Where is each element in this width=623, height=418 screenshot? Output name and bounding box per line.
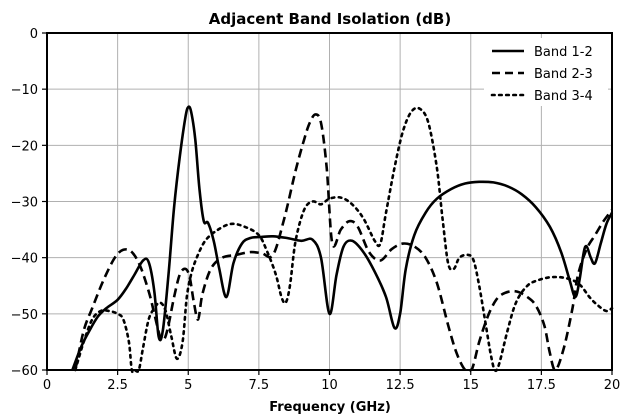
y-tick-label: −10 — [11, 83, 38, 98]
y-tick-label: 0 — [30, 27, 38, 42]
series-layer — [71, 105, 614, 374]
x-tick-label: 20 — [604, 378, 621, 393]
x-tick-label: 0 — [43, 378, 51, 393]
series-line-band-1-2 — [71, 105, 614, 371]
legend-label-band-2-3: Band 2-3 — [534, 67, 593, 82]
y-tick-label: −30 — [11, 196, 38, 211]
y-tick-label: −60 — [11, 364, 38, 379]
x-tick-label: 5 — [184, 378, 192, 393]
x-tick-label: 7.5 — [249, 378, 270, 393]
series-line-band-3-4 — [74, 106, 614, 374]
legend-label-band-1-2: Band 1-2 — [534, 45, 593, 60]
legend: Band 1-2 Band 2-3 Band 3-4 — [484, 38, 608, 106]
axes: 0 2.5 5 7.5 10 12.5 15 17.5 20 0 −10 −20 −30 −40 −50 −6… — [11, 27, 621, 393]
y-tick-label: −20 — [11, 139, 38, 154]
legend-box — [484, 38, 608, 106]
x-tick-label: 2.5 — [107, 378, 128, 393]
x-tick-label: 17.5 — [527, 378, 556, 393]
chart-title: Adjacent Band Isolation (dB) — [209, 10, 451, 28]
y-tick-label: −40 — [11, 252, 38, 267]
legend-label-band-3-4: Band 3-4 — [534, 89, 593, 104]
x-tick-label: 10 — [321, 378, 338, 393]
y-tick-label: −50 — [11, 308, 38, 323]
x-tick-label: 15 — [462, 378, 479, 393]
series-line-band-2-3 — [74, 113, 614, 373]
x-axis-title: Frequency (GHz) — [269, 400, 391, 415]
x-tick-label: 12.5 — [386, 378, 415, 393]
